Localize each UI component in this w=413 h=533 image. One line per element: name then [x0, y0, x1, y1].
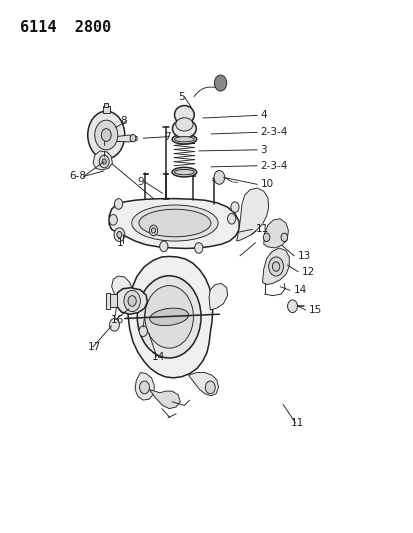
- Circle shape: [95, 120, 117, 150]
- Polygon shape: [116, 135, 137, 142]
- Circle shape: [116, 231, 121, 238]
- Text: 6-8: 6-8: [69, 172, 86, 181]
- Text: 11: 11: [255, 224, 268, 235]
- Polygon shape: [236, 188, 268, 241]
- Polygon shape: [188, 373, 218, 396]
- Text: 17: 17: [88, 342, 101, 352]
- Circle shape: [194, 243, 202, 253]
- Circle shape: [287, 300, 297, 313]
- Circle shape: [109, 215, 117, 225]
- Text: 5: 5: [178, 92, 184, 102]
- Circle shape: [151, 228, 155, 233]
- Circle shape: [102, 159, 106, 164]
- Text: 14: 14: [293, 285, 306, 295]
- Circle shape: [130, 134, 135, 142]
- Circle shape: [114, 199, 122, 209]
- Text: 10: 10: [260, 179, 273, 189]
- Text: 13: 13: [297, 251, 310, 261]
- Text: 4: 4: [260, 110, 266, 120]
- Ellipse shape: [139, 209, 210, 237]
- Text: 15: 15: [308, 305, 321, 315]
- Circle shape: [227, 214, 235, 224]
- Ellipse shape: [174, 106, 194, 124]
- Ellipse shape: [172, 119, 196, 138]
- Polygon shape: [209, 284, 227, 310]
- Circle shape: [139, 326, 147, 336]
- Circle shape: [128, 296, 136, 306]
- Polygon shape: [135, 373, 154, 400]
- Circle shape: [123, 290, 140, 312]
- Text: 11: 11: [291, 418, 304, 428]
- Circle shape: [272, 262, 279, 271]
- Polygon shape: [116, 288, 147, 314]
- Ellipse shape: [131, 205, 218, 241]
- Ellipse shape: [137, 276, 201, 358]
- Ellipse shape: [172, 167, 196, 177]
- Text: 8: 8: [120, 116, 127, 126]
- Circle shape: [205, 381, 215, 394]
- Circle shape: [99, 155, 109, 168]
- Text: 12: 12: [301, 267, 314, 277]
- Polygon shape: [262, 248, 289, 285]
- Circle shape: [88, 111, 124, 159]
- Text: 14: 14: [151, 352, 164, 361]
- Ellipse shape: [174, 169, 194, 175]
- Ellipse shape: [145, 286, 193, 348]
- Circle shape: [268, 257, 283, 276]
- Circle shape: [214, 171, 224, 184]
- Text: 6114  2800: 6114 2800: [20, 20, 111, 35]
- Polygon shape: [93, 151, 112, 170]
- Circle shape: [159, 241, 168, 252]
- Ellipse shape: [176, 118, 192, 131]
- Circle shape: [109, 318, 119, 331]
- Ellipse shape: [172, 134, 196, 144]
- Polygon shape: [128, 256, 212, 378]
- Text: 7: 7: [164, 132, 170, 142]
- Bar: [108, 294, 117, 308]
- Text: 9: 9: [137, 176, 143, 187]
- Text: 2-3-4: 2-3-4: [260, 127, 287, 138]
- Circle shape: [230, 202, 238, 213]
- Bar: [106, 293, 109, 309]
- Polygon shape: [263, 219, 288, 248]
- Circle shape: [280, 233, 287, 241]
- Bar: [104, 103, 108, 108]
- Circle shape: [149, 225, 157, 236]
- Text: 16: 16: [110, 314, 123, 325]
- Ellipse shape: [174, 136, 194, 142]
- Polygon shape: [112, 276, 132, 301]
- Text: 3: 3: [260, 145, 266, 155]
- Polygon shape: [109, 199, 238, 248]
- Text: 1: 1: [116, 238, 123, 248]
- Circle shape: [101, 128, 111, 141]
- Circle shape: [263, 233, 269, 241]
- Bar: [103, 107, 109, 113]
- Text: 2-3-4: 2-3-4: [260, 161, 287, 171]
- Circle shape: [114, 228, 124, 241]
- Ellipse shape: [150, 308, 188, 326]
- Polygon shape: [149, 390, 180, 409]
- Circle shape: [139, 381, 149, 394]
- Circle shape: [214, 75, 226, 91]
